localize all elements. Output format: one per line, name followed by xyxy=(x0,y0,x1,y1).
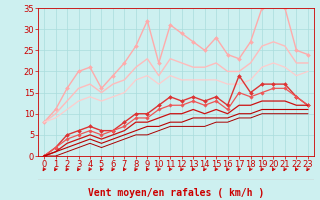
Text: Vent moyen/en rafales ( km/h ): Vent moyen/en rafales ( km/h ) xyxy=(88,188,264,198)
